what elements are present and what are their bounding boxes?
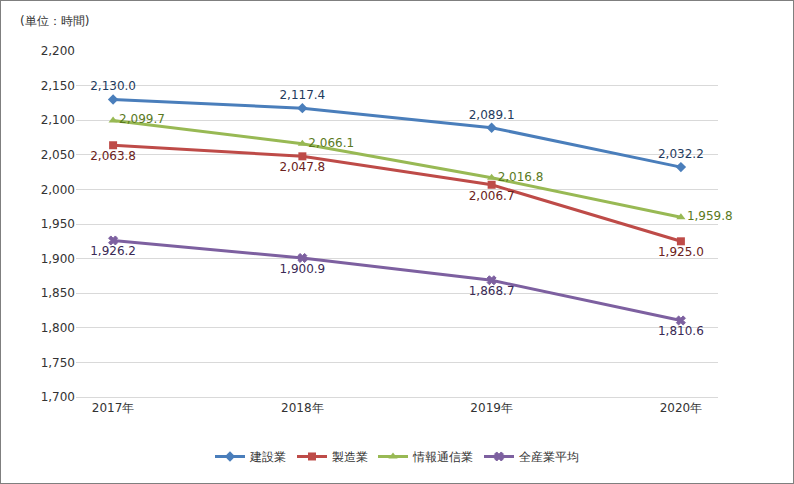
svg-text:1,800: 1,800 — [41, 321, 75, 335]
svg-text:1,750: 1,750 — [41, 356, 75, 370]
svg-text:2,047.8: 2,047.8 — [279, 160, 325, 174]
svg-text:全産業平均: 全産業平均 — [519, 450, 579, 464]
svg-text:1,900: 1,900 — [41, 252, 75, 266]
svg-text:2,130.0: 2,130.0 — [90, 79, 136, 93]
svg-text:情報通信業: 情報通信業 — [412, 450, 473, 464]
svg-text:1,950: 1,950 — [41, 217, 75, 231]
svg-text:2,016.8: 2,016.8 — [498, 170, 544, 184]
svg-text:2,100: 2,100 — [41, 113, 75, 127]
svg-text:1,959.8: 1,959.8 — [687, 209, 733, 223]
svg-text:1,925.0: 1,925.0 — [658, 245, 704, 259]
svg-text:2,066.1: 2,066.1 — [308, 136, 354, 150]
svg-text:1,700: 1,700 — [41, 390, 75, 404]
svg-text:2,006.7: 2,006.7 — [469, 189, 515, 203]
svg-text:2,099.7: 2,099.7 — [119, 112, 165, 126]
svg-text:2,150: 2,150 — [41, 79, 75, 93]
svg-text:2018年: 2018年 — [281, 401, 324, 415]
svg-text:1,810.6: 1,810.6 — [658, 324, 704, 338]
svg-text:2,000: 2,000 — [41, 183, 75, 197]
svg-text:2,200: 2,200 — [41, 44, 75, 58]
svg-text:2017年: 2017年 — [92, 401, 135, 415]
svg-text:(単位：時間): (単位：時間) — [20, 14, 89, 28]
svg-text:1,926.2: 1,926.2 — [90, 244, 136, 258]
svg-text:2019年: 2019年 — [470, 401, 513, 415]
svg-text:1,900.9: 1,900.9 — [279, 262, 325, 276]
svg-text:2,063.8: 2,063.8 — [90, 149, 136, 163]
svg-text:2020年: 2020年 — [660, 401, 703, 415]
svg-text:建設業: 建設業 — [249, 450, 286, 464]
svg-text:2,050: 2,050 — [41, 148, 75, 162]
svg-text:製造業: 製造業 — [332, 450, 368, 464]
svg-text:2,032.2: 2,032.2 — [658, 147, 704, 161]
svg-text:2,089.1: 2,089.1 — [469, 108, 515, 122]
svg-text:1,868.7: 1,868.7 — [469, 284, 515, 298]
svg-text:1,850: 1,850 — [41, 286, 75, 300]
svg-text:2,117.4: 2,117.4 — [279, 88, 325, 102]
